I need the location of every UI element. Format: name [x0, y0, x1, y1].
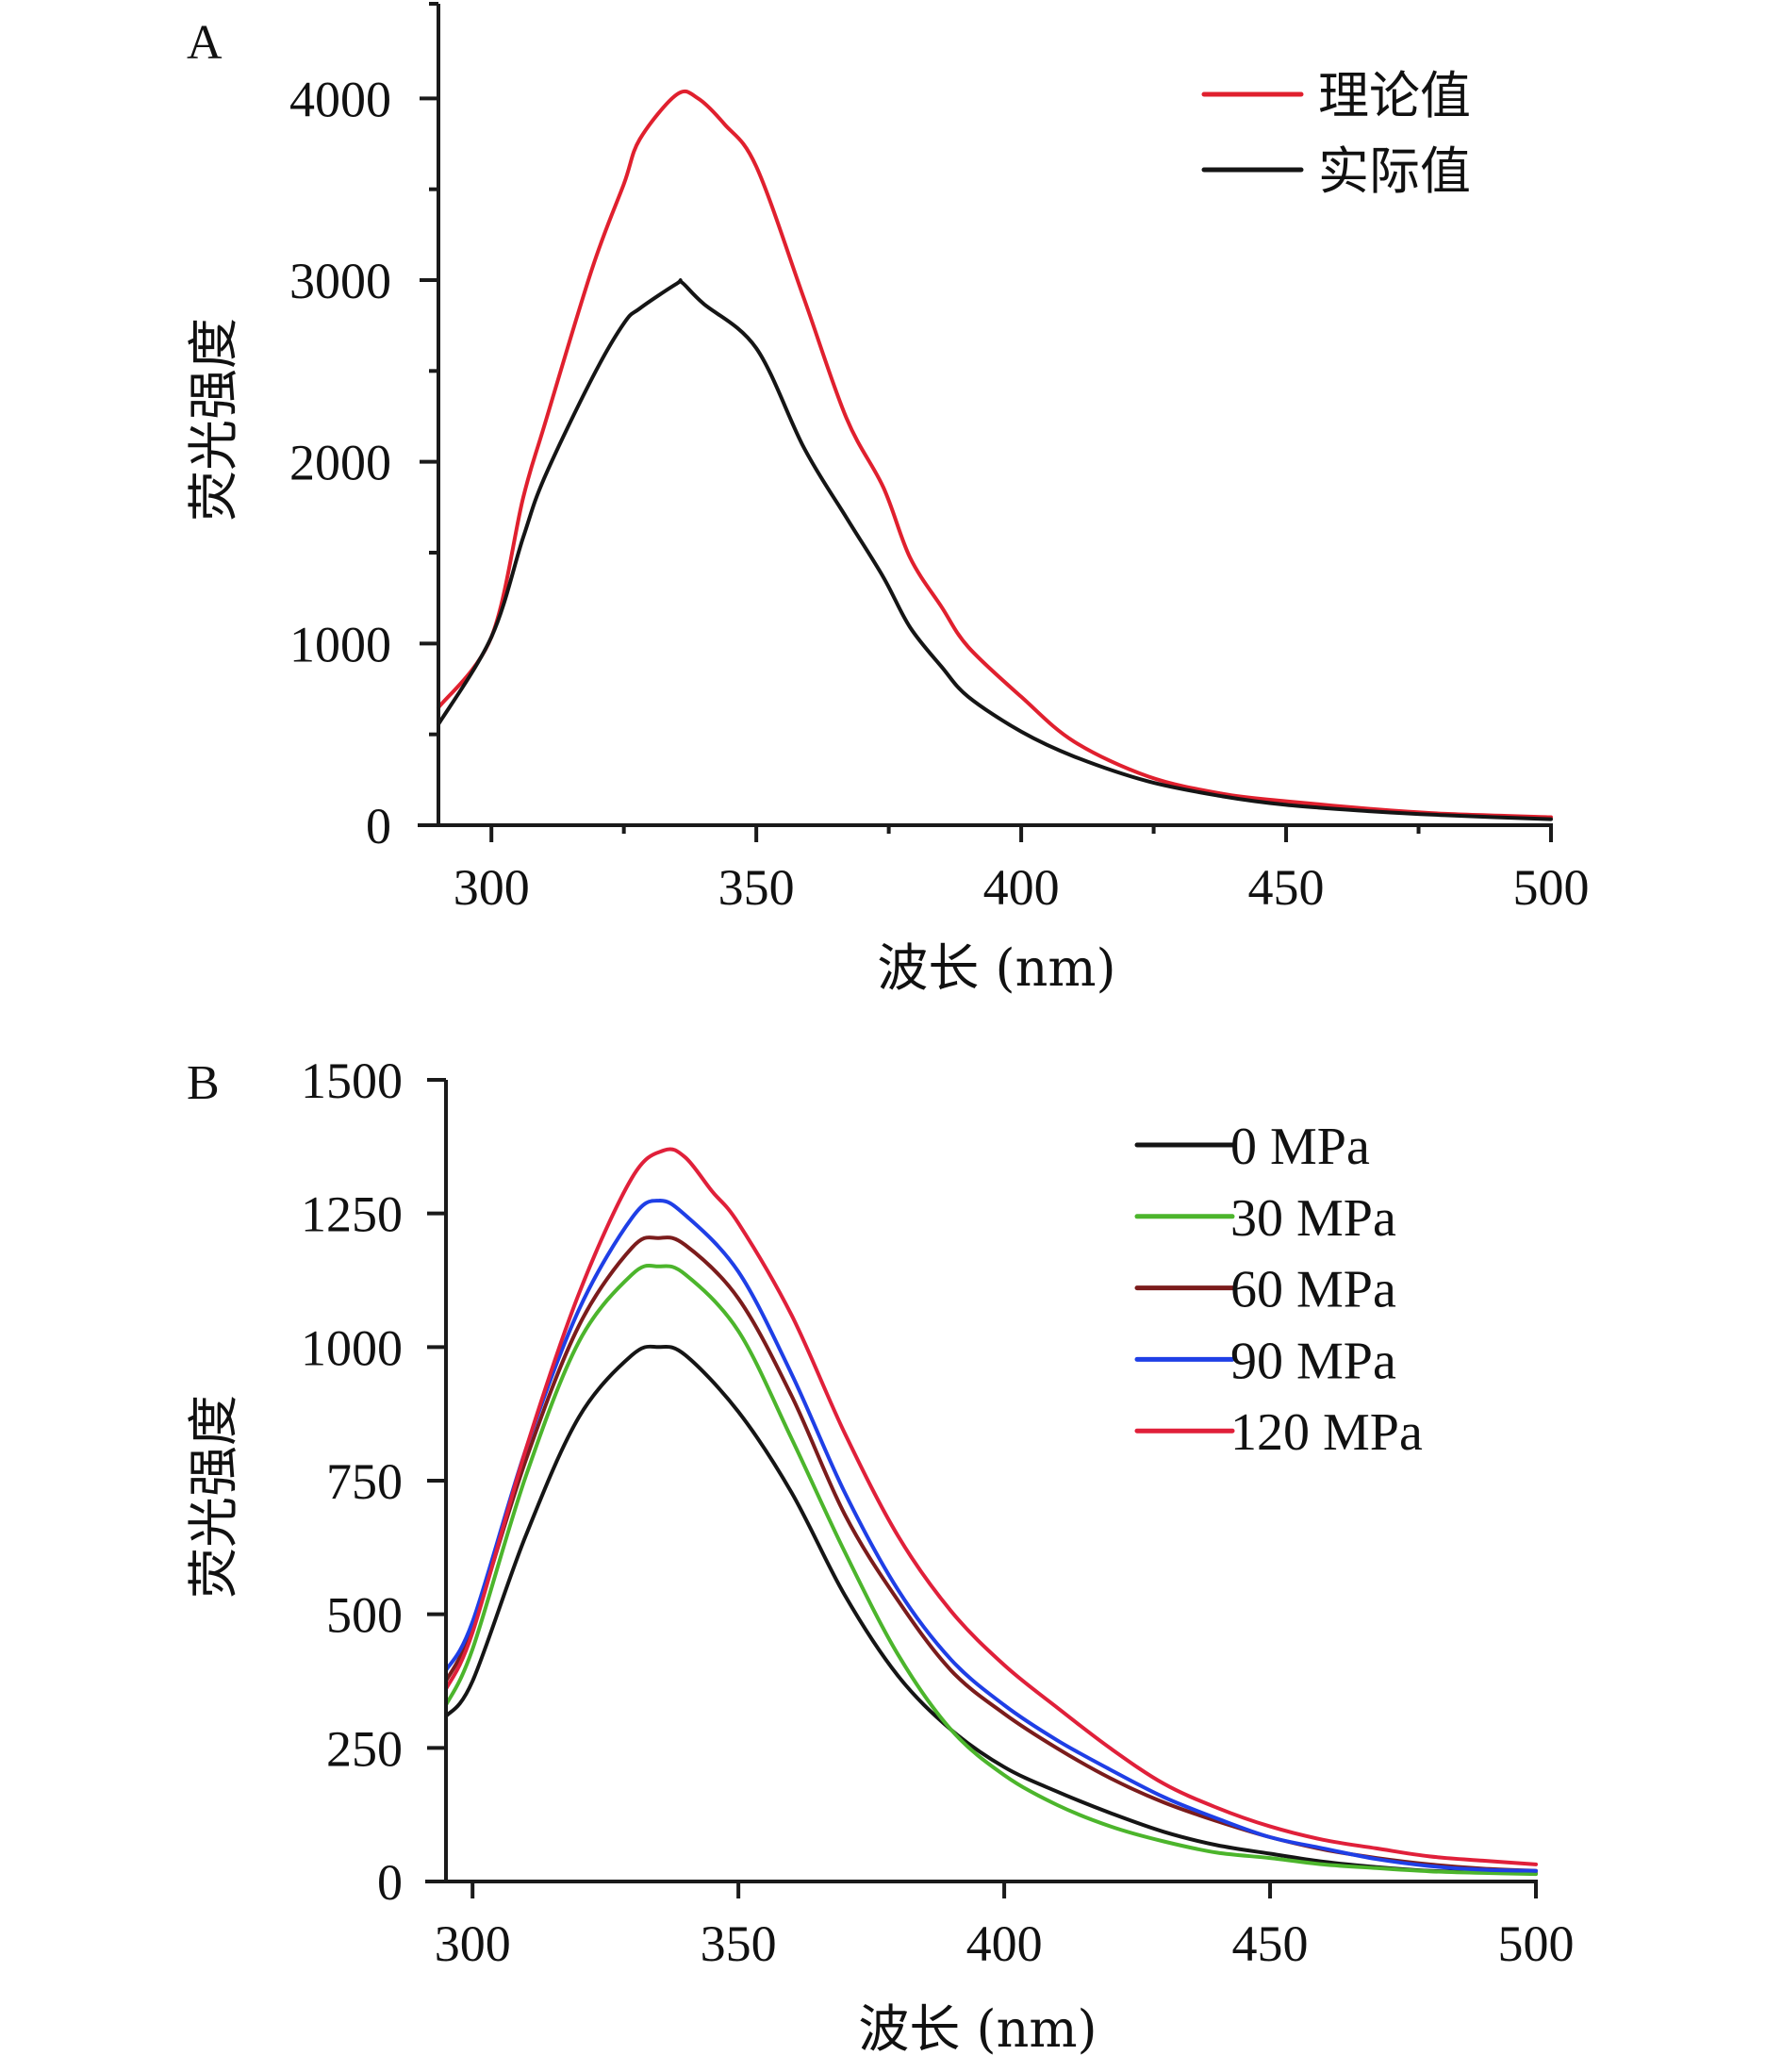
panel-a-label: A [187, 16, 223, 70]
y-tick-label: 1500 [301, 1053, 403, 1109]
x-tick-label: 300 [454, 859, 530, 916]
panel-b-label: B [187, 1056, 220, 1110]
x-tick-label: 450 [1248, 859, 1325, 916]
y-tick-label: 1250 [301, 1186, 403, 1243]
legend-label: 0 MPa [1230, 1118, 1370, 1176]
x-tick-label: 350 [701, 1915, 777, 1972]
panel-b-y-axis-title: 荧光强度 [184, 1395, 243, 1599]
x-tick-label: 400 [983, 859, 1060, 916]
panel-b: B 300 350 400 450 5000250500750100012501500 … [184, 1053, 1575, 2059]
y-tick-label: 1000 [289, 616, 391, 672]
x-tick-label: 500 [1513, 859, 1590, 916]
series-line-90-mpa [444, 1199, 1538, 1873]
x-tick-label: 450 [1232, 1915, 1309, 1972]
panel-a-axes: 300 350 400 450 500 0 1000 2000 3000 4000 [289, 2, 1590, 916]
y-tick-label: 4000 [289, 71, 391, 127]
legend-item: 90 MPa [1134, 1332, 1396, 1390]
y-tick-label: 2000 [289, 435, 391, 491]
series-line-理论值 [437, 89, 1553, 820]
legend-label: 90 MPa [1230, 1332, 1396, 1390]
x-tick-label: 350 [718, 859, 795, 916]
legend-label: 实际值 [1318, 141, 1471, 201]
y-tick-label: 1000 [301, 1319, 403, 1376]
series-line-120-mpa [444, 1147, 1538, 1866]
y-tick-label: 0 [366, 798, 391, 854]
series-line-实际值 [437, 278, 1553, 821]
panel-a-series [437, 89, 1553, 821]
panel-b-legend: 0 MPa 30 MPa 60 MPa 90 MPa 120 MPa [1134, 1118, 1423, 1462]
series-line-30-mpa [444, 1263, 1538, 1877]
panel-b-x-axis-title: 波长 (nm) [858, 1999, 1097, 2059]
y-tick-label: 3000 [289, 253, 391, 309]
legend-item: 理论值 [1201, 66, 1471, 125]
legend-label: 30 MPa [1230, 1189, 1396, 1248]
panel-a-y-axis-title: 荧光强度 [184, 318, 243, 522]
legend-item: 120 MPa [1134, 1403, 1423, 1462]
y-tick-label: 750 [326, 1453, 403, 1510]
x-tick-label: 400 [966, 1915, 1043, 1972]
y-tick-label: 250 [326, 1720, 403, 1777]
legend-label: 理论值 [1318, 66, 1471, 125]
legend-item: 30 MPa [1134, 1189, 1396, 1248]
y-tick-label: 0 [377, 1854, 403, 1911]
y-tick-label: 500 [326, 1587, 403, 1644]
x-tick-label: 500 [1498, 1915, 1575, 1972]
legend-item: 实际值 [1201, 141, 1471, 201]
panel-a-x-axis-title: 波长 (nm) [877, 938, 1115, 998]
x-tick-label: 300 [435, 1915, 511, 1972]
panel-b-axes: 300 350 400 450 500 0 250 500 750 1000 1250 1500 [301, 1053, 1575, 1972]
legend-label: 120 MPa [1230, 1403, 1423, 1462]
legend-label: 60 MPa [1230, 1261, 1396, 1319]
legend-item: 0 MPa [1134, 1118, 1370, 1176]
legend-item: 60 MPa [1134, 1261, 1396, 1319]
panel-b-series [444, 1147, 1538, 1877]
series-line-0-mpa [444, 1344, 1538, 1876]
panel-a: A 300 350 400 450 500 0 1000 2000 3000 4000 理论值实际… [184, 2, 1590, 998]
